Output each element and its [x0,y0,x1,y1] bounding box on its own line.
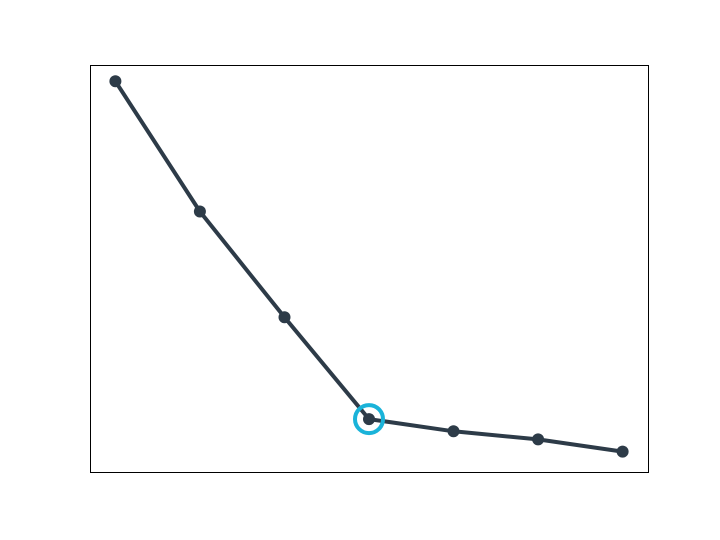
data-point [616,445,629,458]
data-point [447,425,460,438]
chart-marks [109,75,629,458]
data-point [532,433,545,446]
data-point [363,413,375,426]
elbow-highlight-ring [353,403,385,436]
data-point [193,205,206,218]
plot-area-frame [90,65,649,473]
data-point [278,311,291,324]
data-point [109,75,122,88]
